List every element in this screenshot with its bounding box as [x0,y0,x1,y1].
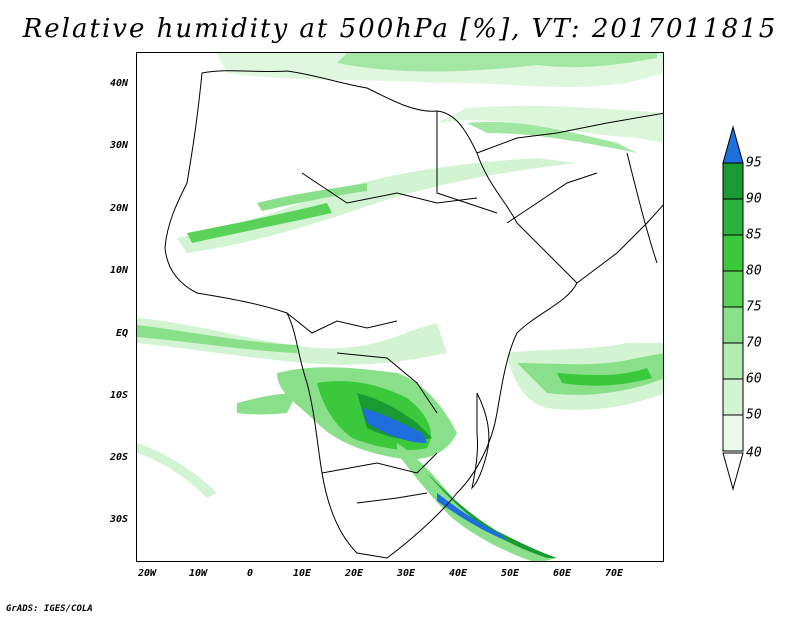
colorbar-label-90: 90 [746,191,762,207]
colorbar-box [722,378,744,416]
lon-label-40e: 40E [448,568,468,579]
colorbar-label-85: 85 [746,227,762,243]
colorbar-boxes [722,162,744,452]
colorbar-label-40: 40 [746,445,762,461]
lat-label-40n: 40N [109,78,128,89]
lon-label-0: 0 [246,568,254,579]
colorbar-box [722,306,744,344]
humidity-shading [137,53,663,561]
lat-label-eq: EQ [115,328,128,339]
country-outlines [164,70,663,559]
colorbar-bottom-arrow [722,452,744,491]
colorbar-label-75: 75 [746,299,762,315]
lon-label-30e: 30E [396,568,416,579]
colorbar-box [722,342,744,380]
lat-label-10s: 10S [109,390,128,401]
lat-label-20s: 20S [109,452,128,463]
lat-label-20n: 20N [109,203,128,214]
lon-label-20e: 20E [344,568,364,579]
lon-label-50e: 50E [500,568,520,579]
colorbar-label-95: 95 [746,155,762,171]
map-title: Relative humidity at 500hPa [%], VT: 201… [22,14,778,44]
colorbar-label-50: 50 [746,407,762,423]
colorbar-label-60: 60 [746,371,762,387]
lon-label-20w: 20W [137,568,157,579]
lon-label-10e: 10E [292,568,312,579]
lon-label-70e: 70E [604,568,624,579]
colorbar-label-80: 80 [746,263,762,279]
colorbar-box [722,270,744,308]
lat-label-10n: 10N [109,265,128,276]
colorbar-box [722,414,744,452]
colorbar-box [722,234,744,272]
colorbar-box [722,162,744,200]
humidity-map [137,53,663,561]
lat-label-30s: 30S [109,514,128,525]
map-plot-area [136,52,664,562]
colorbar-label-70: 70 [746,335,762,351]
lon-label-60e: 60E [552,568,572,579]
lat-label-30n: 30N [109,140,128,151]
colorbar-box [722,198,744,236]
footer-credit: GrADS: IGES/COLA [6,604,93,614]
colorbar [722,125,744,491]
lon-label-10w: 10W [188,568,208,579]
colorbar-top-arrow [722,125,744,164]
